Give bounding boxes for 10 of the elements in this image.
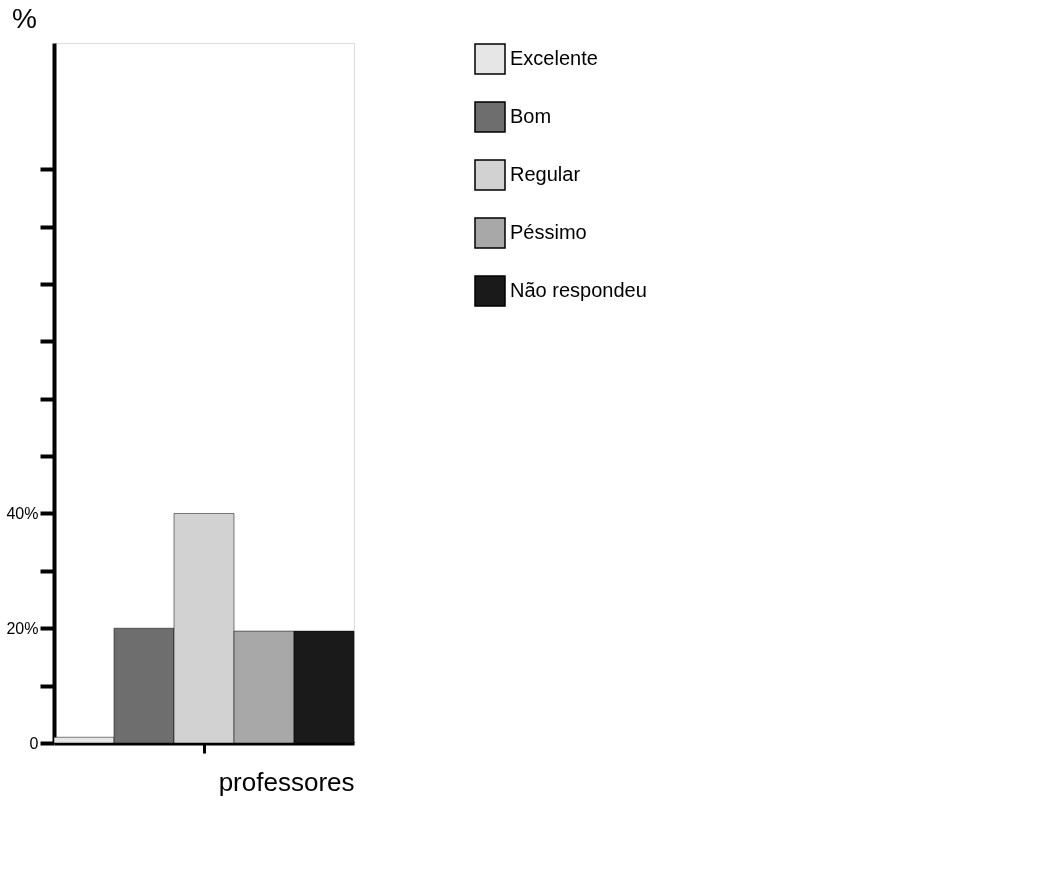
y-axis-title: % [12, 2, 37, 34]
x-axis-title: professores [218, 766, 355, 797]
y-tick-label: 40% [6, 504, 39, 522]
legend-label: Não respondeu [510, 279, 647, 301]
y-tick-label: 0 [29, 734, 39, 752]
y-tick-label: 20% [6, 619, 39, 637]
legend-label: Regular [510, 163, 581, 185]
legend-label: Excelente [510, 47, 598, 69]
legend-label: Bom [510, 105, 552, 127]
legend-label: Péssimo [510, 221, 587, 243]
